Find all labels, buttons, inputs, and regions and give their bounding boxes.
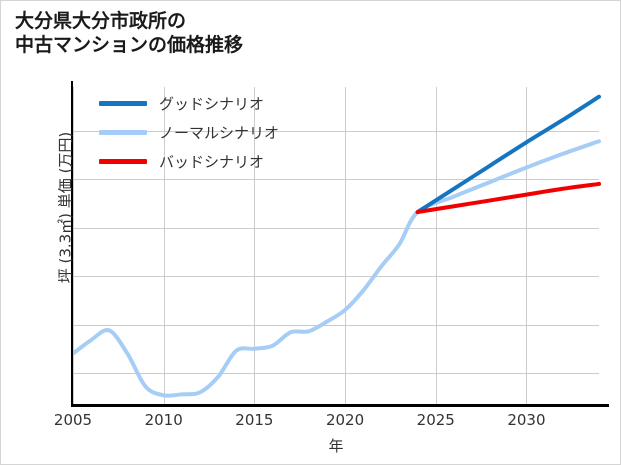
gridline-horizontal [73, 179, 599, 181]
data-series-layer [71, 94, 601, 398]
legend-swatch-bad [99, 158, 147, 164]
gridline-horizontal [73, 372, 599, 374]
gridline-horizontal [73, 324, 599, 326]
gridline-vertical [435, 87, 437, 404]
x-tick-label: 2030 [507, 411, 546, 429]
x-tick-label: 2010 [144, 411, 183, 429]
gridline-horizontal [73, 227, 599, 229]
gridline-vertical [163, 87, 165, 404]
x-tick-label: 2015 [235, 411, 274, 429]
legend-item-label: バッドシナリオ [159, 152, 265, 171]
legend-item-label: ノーマルシナリオ [159, 123, 280, 142]
x-axis-spine [71, 404, 609, 407]
chart-legend: グッドシナリオ ノーマルシナリオ バッドシナリオ [99, 94, 280, 171]
gridline-vertical [345, 87, 347, 404]
legend-item-label: グッドシナリオ [159, 94, 265, 113]
x-tick-label: 2005 [53, 411, 93, 429]
legend-item[interactable]: ノーマルシナリオ [99, 123, 280, 142]
x-axis-label: 年 [328, 437, 344, 455]
legend-item[interactable]: バッドシナリオ [99, 152, 279, 171]
x-tick-label: 2025 [416, 411, 455, 429]
gridline-vertical [526, 87, 528, 404]
gridline-horizontal [73, 130, 599, 132]
gridline-vertical [254, 87, 256, 404]
legend-swatch-good [99, 100, 147, 106]
gridline-vertical [73, 87, 74, 404]
plot-inner [71, 87, 601, 404]
y-axis-spine [71, 81, 73, 407]
data-line-bad [415, 181, 601, 215]
data-line-good [415, 94, 601, 215]
data-line-normal [71, 139, 601, 398]
gridline-horizontal [73, 276, 599, 278]
x-tick-label: 2020 [325, 411, 365, 429]
chart-title: 大分県大分市政所の 中古マンションの価格推移 [15, 10, 244, 57]
y-axis-label: 坪 (3.3㎡) 単価 (万円) [56, 131, 75, 284]
legend-item[interactable]: グッドシナリオ [99, 94, 279, 113]
legend-swatch-normal [99, 129, 147, 135]
